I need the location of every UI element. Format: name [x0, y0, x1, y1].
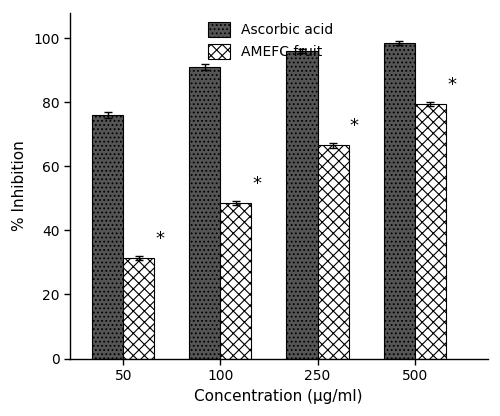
Bar [92, 115, 124, 359]
Bar [124, 258, 154, 359]
Bar [286, 51, 318, 359]
Bar [190, 67, 220, 359]
Bar [384, 43, 414, 359]
Text: *: * [156, 230, 164, 248]
Text: *: * [447, 76, 456, 94]
Y-axis label: % Inhibition: % Inhibition [12, 140, 28, 231]
Legend: Ascorbic acid, AMEFC fruit: Ascorbic acid, AMEFC fruit [202, 16, 339, 64]
Bar [220, 203, 252, 359]
X-axis label: Concentration (μg/ml): Concentration (μg/ml) [194, 389, 363, 404]
Text: *: * [350, 117, 359, 135]
Bar [318, 146, 348, 359]
Text: *: * [253, 175, 262, 193]
Bar [414, 104, 446, 359]
